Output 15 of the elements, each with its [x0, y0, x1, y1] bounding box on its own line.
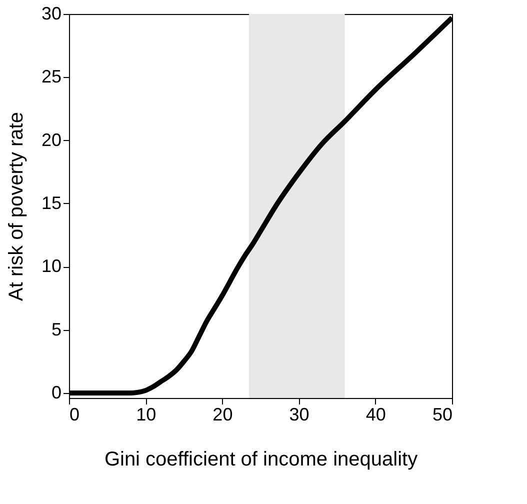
- x-tick-label: 0: [70, 404, 80, 424]
- x-tick-label: 10: [136, 404, 156, 424]
- y-tick-label: 20: [41, 130, 62, 150]
- x-axis-title: Gini coefficient of income inequality: [104, 448, 418, 470]
- y-tick-label: 30: [41, 4, 62, 24]
- x-tick-label: 40: [366, 404, 386, 424]
- y-tick-label: 5: [51, 319, 62, 340]
- y-tick-label: 10: [41, 256, 62, 276]
- x-tick-label: 50: [432, 404, 452, 424]
- y-tick-label: 15: [41, 192, 62, 213]
- y-axis-title: At risk of poverty rate: [5, 112, 28, 301]
- x-tick-label: 30: [289, 404, 310, 424]
- x-tick-label: 20: [212, 404, 233, 424]
- y-tick-label: 0: [51, 382, 62, 402]
- y-tick-label: 25: [41, 66, 62, 87]
